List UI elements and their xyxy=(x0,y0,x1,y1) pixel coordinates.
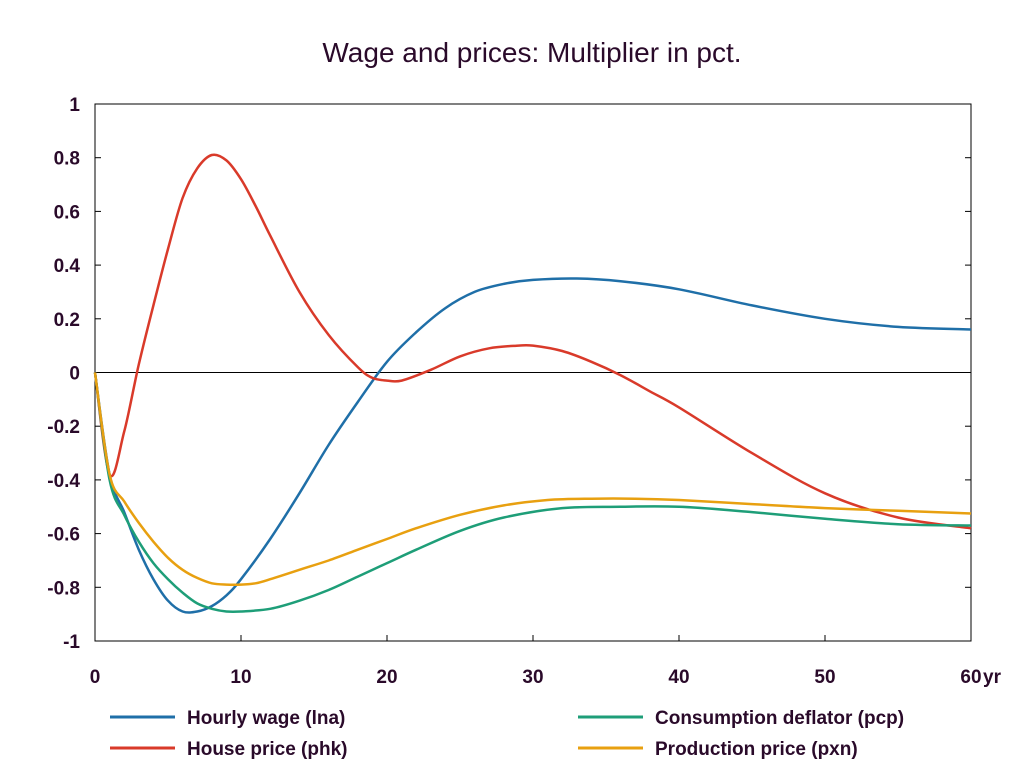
y-tick-label: 0.2 xyxy=(54,310,80,331)
y-tick-label: 1 xyxy=(69,95,80,116)
y-tick-label: -0.6 xyxy=(47,525,80,546)
x-tick-label: 20 xyxy=(376,667,397,688)
series-layer xyxy=(93,153,972,614)
legend-label-2: Consumption deflator (pcp) xyxy=(655,708,904,729)
x-axis: 0 10 20 30 40 50 60 yr xyxy=(90,635,1002,688)
x-tick-label: 40 xyxy=(668,667,689,688)
legend: Hourly wage (lna) House price (phk) Consum… xyxy=(110,708,904,760)
x-tick-label: 10 xyxy=(230,667,251,688)
x-tick-label: 30 xyxy=(522,667,543,688)
x-unit-label: yr xyxy=(983,667,1002,688)
series-line-1 xyxy=(93,153,972,530)
x-tick-label: 50 xyxy=(814,667,835,688)
x-tick-label: 60 xyxy=(960,667,981,688)
y-tick-label: -0.2 xyxy=(47,417,80,438)
y-tick-label: -0.8 xyxy=(47,578,80,599)
chart-title: Wage and prices: Multiplier in pct. xyxy=(322,37,741,68)
series-line-0 xyxy=(93,277,972,614)
legend-label-3: Production price (pxn) xyxy=(655,739,858,760)
y-tick-label: 0 xyxy=(69,364,80,385)
y-tick-label: 0.4 xyxy=(54,256,81,277)
legend-label-1: House price (phk) xyxy=(187,739,347,760)
y-tick-label: -1 xyxy=(63,632,80,653)
x-tick-label: 0 xyxy=(90,667,101,688)
y-axis: 1 0.8 0.6 0.4 0.2 0 -0.2 -0.4 -0.6 -0.8 -1 xyxy=(47,95,971,653)
series-line-2 xyxy=(93,372,972,614)
y-tick-label: -0.4 xyxy=(47,471,80,492)
y-tick-label: 0.8 xyxy=(54,149,80,170)
legend-label-0: Hourly wage (lna) xyxy=(187,708,345,729)
series-line-3 xyxy=(93,372,972,586)
y-tick-label: 0.6 xyxy=(54,202,80,223)
